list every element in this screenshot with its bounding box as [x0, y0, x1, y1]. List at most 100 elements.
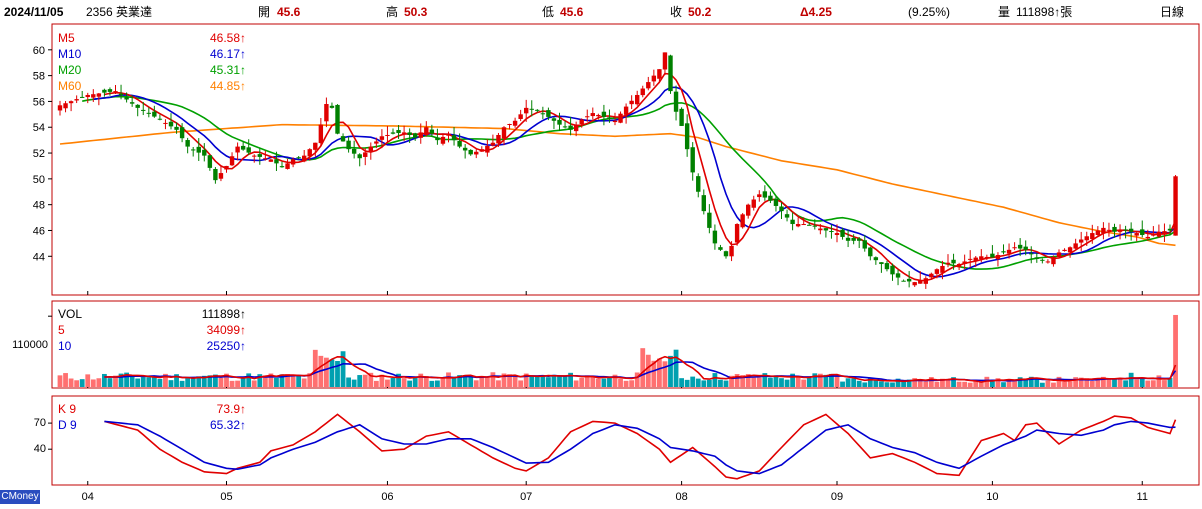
volume-bar: [1112, 378, 1117, 387]
ma60-legend-value: 44.85↑: [210, 79, 246, 93]
candle-body: [884, 263, 890, 270]
volume-bar: [96, 378, 102, 387]
volume-bar: [373, 380, 379, 387]
candle-body: [801, 224, 806, 226]
candle-body: [1112, 226, 1117, 232]
candle-body: [540, 113, 546, 115]
candle-body: [1106, 229, 1112, 231]
candle-body: [1006, 249, 1012, 254]
volume-bar: [140, 377, 146, 387]
volume-bar: [501, 373, 507, 387]
volume-bar: [257, 374, 263, 387]
price-legend: M5 46.58↑ M10 46.17↑ M20 45.31↑ M60 44.8…: [58, 31, 246, 93]
candle-body: [235, 146, 240, 153]
candle-body: [1079, 239, 1084, 243]
candle-body: [762, 191, 768, 198]
candle-body: [485, 145, 490, 153]
candle-body: [795, 224, 801, 227]
d-legend-value: 65.32↑: [210, 418, 246, 432]
candle-body: [906, 278, 912, 282]
volume-bar: [640, 348, 646, 387]
volume-bar: [1034, 378, 1040, 387]
volume-bar: [307, 373, 313, 387]
volume-bar: [1084, 378, 1090, 387]
candle-body: [418, 132, 423, 138]
volume-bar: [523, 373, 529, 387]
volume-bar: [1101, 376, 1106, 387]
candle-body: [984, 256, 990, 258]
candle-body: [141, 109, 146, 111]
candle-body: [68, 101, 74, 104]
volume-bar: [573, 380, 579, 387]
candle-body: [845, 237, 851, 241]
price-y-tick-label: 54: [33, 122, 45, 134]
candle-body: [80, 96, 85, 98]
price-panel-frame: [51, 23, 1200, 296]
candle-body: [57, 105, 63, 111]
candle-body: [396, 130, 401, 134]
candle-body: [268, 159, 274, 162]
vol5-legend-value: 34099↑: [207, 323, 246, 337]
month-label: 05: [220, 491, 232, 503]
volume-bar: [401, 378, 407, 387]
candle-body: [1156, 231, 1162, 237]
candle-body: [573, 124, 579, 132]
ma20-legend-value: 45.31↑: [210, 63, 246, 77]
volume-bar: [1012, 379, 1017, 387]
volume-bar: [324, 357, 329, 387]
ma60-legend-name: M60: [58, 79, 82, 93]
volume-bar: [407, 380, 413, 387]
volume-bar: [1167, 377, 1173, 387]
candle-body: [246, 147, 251, 153]
candle-body: [512, 120, 518, 126]
volume-bar: [1117, 378, 1123, 387]
candle-body: [462, 147, 468, 151]
candle-body: [335, 104, 340, 134]
volume-bar: [151, 375, 157, 387]
volume-bar: [551, 374, 557, 387]
volume-bar: [107, 378, 113, 387]
candle-body: [712, 230, 718, 244]
volume-bar: [396, 373, 401, 387]
d-legend-name: D 9: [58, 418, 77, 432]
volume-bar: [74, 380, 80, 387]
volume-bar: [446, 372, 451, 387]
volume-bar: [562, 376, 568, 387]
candle-body: [124, 97, 129, 100]
volume-bar: [1150, 380, 1156, 387]
volume-bar: [279, 374, 285, 387]
candle-body: [995, 254, 1001, 260]
price-y-tick-label: 56: [33, 96, 45, 108]
candle-body: [990, 253, 995, 258]
candle-body: [1140, 229, 1145, 235]
candle-body: [1151, 234, 1156, 236]
ma20-line: [82, 95, 1176, 270]
price-y-tick-label: 52: [33, 148, 45, 160]
candle-body: [1173, 176, 1178, 236]
volume-bar: [718, 379, 723, 387]
volume-bar: [790, 373, 795, 387]
volume-label: 量: [998, 5, 1010, 19]
volume-ma-lines: [48, 315, 1177, 383]
volume-bar: [285, 374, 290, 387]
candle-body: [757, 194, 762, 198]
candle-body: [1001, 251, 1006, 253]
volume-bar: [662, 361, 668, 387]
candle-body: [768, 195, 773, 201]
volume-bar: [129, 376, 135, 387]
candle-body: [207, 155, 213, 168]
volume-bar: [440, 378, 446, 387]
candle-body: [118, 93, 124, 96]
candle-body: [213, 168, 218, 181]
volume-bar: [990, 381, 995, 387]
candle-body: [385, 134, 390, 136]
candle-body: [612, 120, 618, 123]
volume-bar: [290, 375, 296, 387]
close-label: 收: [670, 5, 682, 19]
high-value: 50.3: [404, 5, 428, 19]
volume-bar: [490, 372, 496, 387]
candle-body: [363, 152, 368, 157]
volume-bar: [601, 378, 607, 387]
volume-bar: [379, 374, 385, 387]
candle-body: [940, 265, 945, 273]
